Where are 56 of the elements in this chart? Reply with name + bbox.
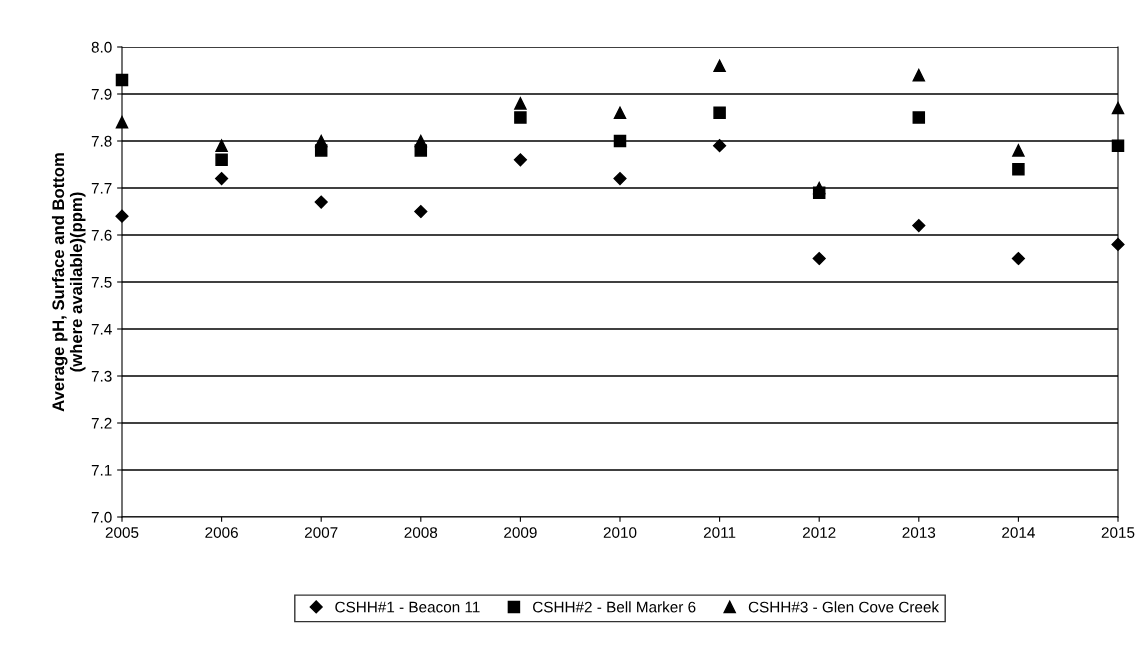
point [1011,251,1025,266]
point [613,134,627,148]
x-tick-label: 2011 [703,527,736,538]
point [115,209,129,223]
point [713,139,727,153]
point [115,115,129,129]
point [912,68,926,82]
point [812,181,826,195]
point [713,59,726,73]
x-tick-label: 2008 [404,527,438,538]
point [414,204,428,219]
point [414,134,428,148]
x-tick-label: 2015 [1101,527,1135,538]
y-tick-label: 7.7 [91,183,112,194]
x-tick-label: 2014 [1002,527,1035,538]
point [1012,162,1025,176]
x-tick-label: 2010 [603,527,637,538]
y-tick-label: 7.6 [91,229,112,241]
point [215,153,228,167]
x-tick-label: 2013 [902,527,936,538]
point [912,219,926,233]
point [912,111,926,124]
y-tick-label: 7.9 [91,88,112,100]
point [812,251,826,266]
y-tick-label: 7.5 [91,277,112,288]
point [514,111,527,124]
x-tick-label: 2006 [205,527,238,538]
y-tick-label: 7.1 [91,465,112,476]
legend-label: CSHH#1 - Beacon 11 [335,601,480,613]
legend-label: CSHH#3 - Glen Cove Creek [748,601,940,613]
y-tick-label: 8.0 [91,41,112,53]
y-tick-label: 7.2 [91,417,112,429]
point [613,106,627,120]
point [115,73,129,87]
x-tick-label: 2009 [504,527,537,538]
point [1111,237,1125,251]
point [513,153,527,167]
point [215,172,229,186]
x-tick-label: 2007 [304,527,338,538]
point [1111,101,1125,115]
y-tick-label: 7.0 [91,511,112,523]
point [314,134,328,148]
point [514,97,527,110]
point [314,195,328,209]
point [713,106,726,120]
point [613,172,627,186]
y-tick-label: 7.8 [91,135,112,147]
y-tick-label: 7.4 [91,324,112,335]
x-tick-label: 2005 [105,527,139,538]
y-axis-title: Average pH, Surface and Bottom (where available)(ppm) [51,153,86,412]
point [1012,144,1025,157]
y-tick-label: 7.3 [91,370,112,382]
x-tick-label: 2012 [802,527,836,538]
point [1111,139,1125,152]
legend-label: CSHH#2 - Bell Marker 6 [533,601,696,613]
point [215,139,228,152]
